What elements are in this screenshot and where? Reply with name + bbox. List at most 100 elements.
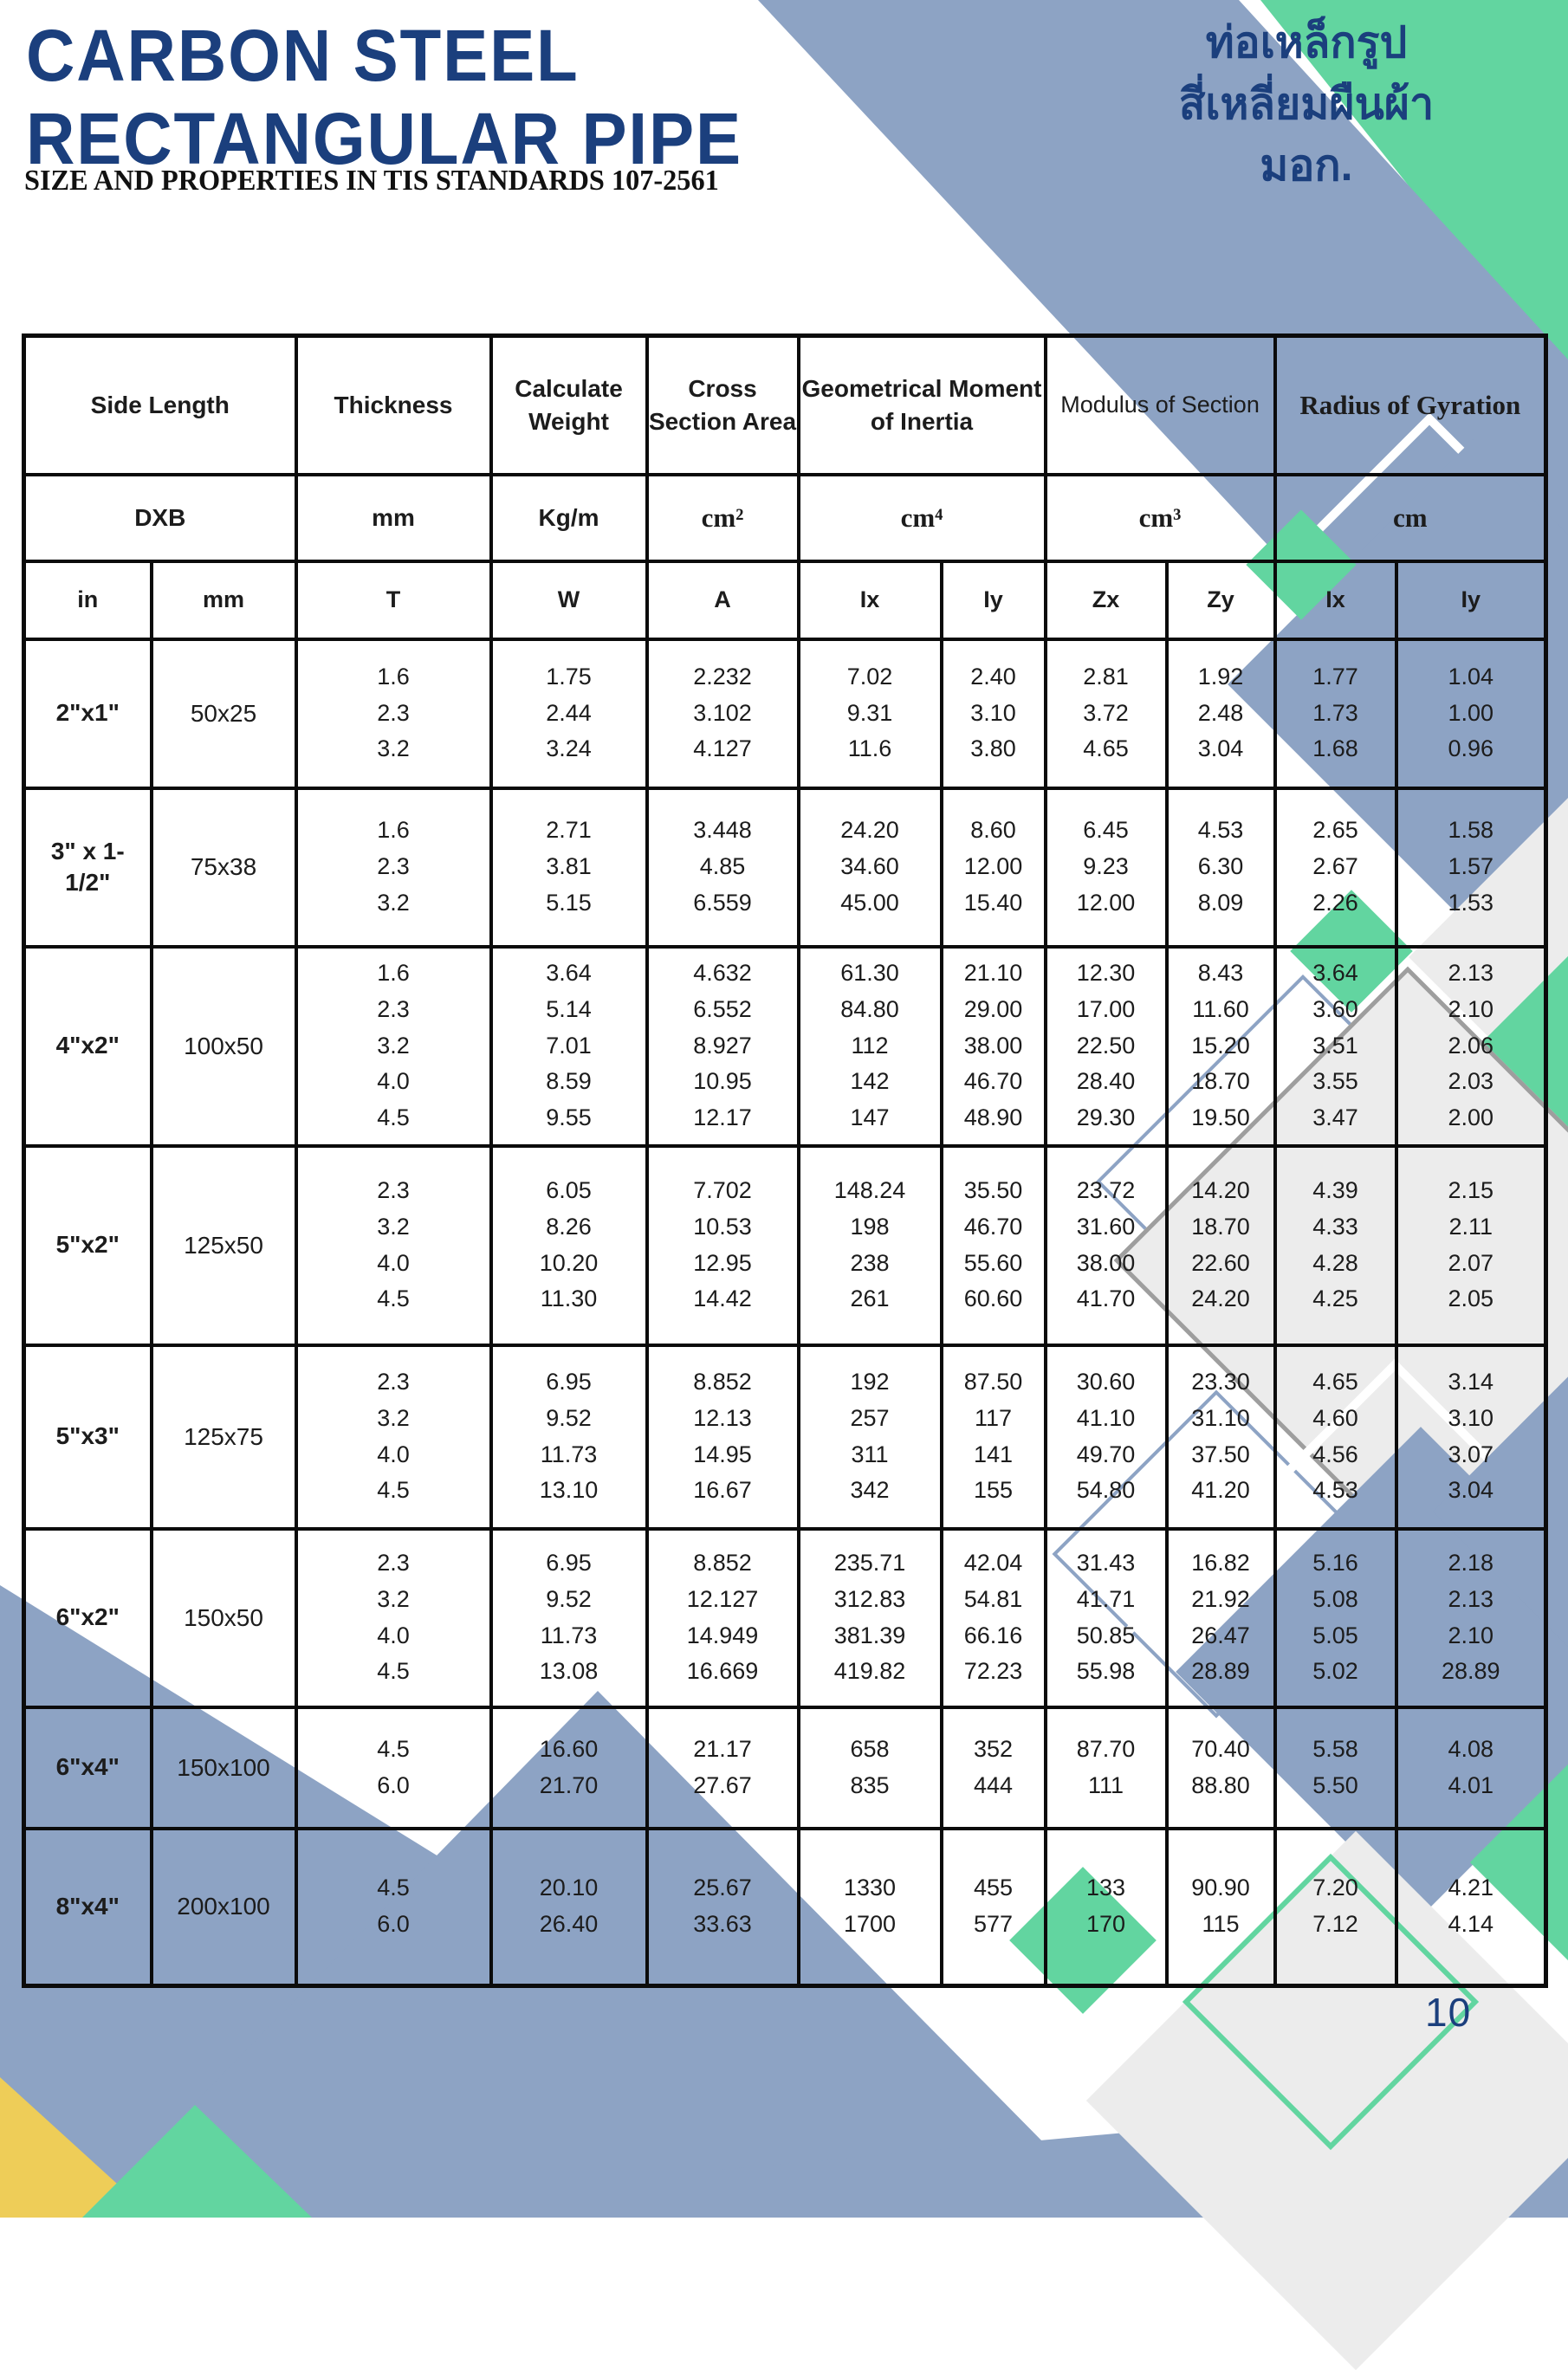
cell-zy: 1.92 2.48 3.04 <box>1164 637 1277 790</box>
cell-size-in: 2"x1" <box>22 637 153 790</box>
cell-size-in: 6"x2" <box>22 1526 153 1709</box>
table-row: 4"x2" 100x50 1.6 2.3 3.2 4.0 4.5 3.64 5.… <box>22 944 1548 1148</box>
unit-cm3: cm³ <box>1043 472 1277 563</box>
col-group-calculate-weight: Calculate Weight <box>489 333 649 476</box>
cell-area: 4.632 6.552 8.927 10.95 12.17 <box>645 944 800 1148</box>
cell-rix: 5.16 5.08 5.05 5.02 <box>1273 1526 1398 1709</box>
cell-weight: 1.75 2.44 3.24 <box>489 637 649 790</box>
cell-size-mm: 150x50 <box>149 1526 298 1709</box>
cell-ix: 148.24 198 238 261 <box>796 1143 943 1347</box>
cell-zy: 8.43 11.60 15.20 18.70 19.50 <box>1164 944 1277 1148</box>
pipe-properties-table: Side Length Thickness Calculate Weight C… <box>22 333 1549 1988</box>
cell-thickness: 2.3 3.2 4.0 4.5 <box>294 1143 493 1347</box>
thai-label-line3: มอก. <box>1260 141 1353 190</box>
cell-weight: 6.95 9.52 11.73 13.10 <box>489 1343 649 1531</box>
cell-thickness: 4.5 6.0 <box>294 1705 493 1830</box>
col-symbol-zy: Zy <box>1164 559 1277 641</box>
cell-size-mm: 125x75 <box>149 1343 298 1531</box>
cell-riy: 1.04 1.00 0.96 <box>1394 637 1548 790</box>
col-symbol-riy: Iy <box>1394 559 1548 641</box>
thai-label: ท่อเหล็กรูป สี่เหลี่ยมผืนผ้า มอก. <box>1064 12 1549 197</box>
col-symbol-in: in <box>22 559 153 641</box>
table-row: 6"x2" 150x50 2.3 3.2 4.0 4.5 6.95 9.52 1… <box>22 1526 1548 1709</box>
cell-zy: 16.82 21.92 26.47 28.89 <box>1164 1526 1277 1709</box>
cell-weight: 2.71 3.81 5.15 <box>489 786 649 949</box>
table-row: 2"x1" 50x25 1.6 2.3 3.2 1.75 2.44 3.24 2… <box>22 637 1548 790</box>
cell-iy: 35.50 46.70 55.60 60.60 <box>939 1143 1047 1347</box>
cell-riy: 2.15 2.11 2.07 2.05 <box>1394 1143 1548 1347</box>
cell-area: 2.232 3.102 4.127 <box>645 637 800 790</box>
cell-size-mm: 200x100 <box>149 1826 298 1988</box>
cell-rix: 4.39 4.33 4.28 4.25 <box>1273 1143 1398 1347</box>
cell-ix: 7.02 9.31 11.6 <box>796 637 943 790</box>
cell-riy: 2.13 2.10 2.06 2.03 2.00 <box>1394 944 1548 1148</box>
header-row-units: DXB mm Kg/m cm² cm⁴ cm³ cm <box>22 472 1548 563</box>
cell-thickness: 2.3 3.2 4.0 4.5 <box>294 1343 493 1531</box>
unit-dxb: DXB <box>22 472 298 563</box>
unit-cm4: cm⁴ <box>796 472 1047 563</box>
cell-size-mm: 125x50 <box>149 1143 298 1347</box>
page-number: 10 <box>1425 1990 1472 2035</box>
table-row: 6"x4" 150x100 4.5 6.0 16.60 21.70 21.17 … <box>22 1705 1548 1830</box>
page-title-line1: CARBON STEEL <box>26 15 580 96</box>
cell-ix: 1330 1700 <box>796 1826 943 1988</box>
cell-iy: 352 444 <box>939 1705 1047 1830</box>
cell-zx: 133 170 <box>1043 1826 1169 1988</box>
cell-iy: 8.60 12.00 15.40 <box>939 786 1047 949</box>
cell-iy: 455 577 <box>939 1826 1047 1988</box>
cell-thickness: 2.3 3.2 4.0 4.5 <box>294 1526 493 1709</box>
table-row: 5"x2" 125x50 2.3 3.2 4.0 4.5 6.05 8.26 1… <box>22 1143 1548 1347</box>
cell-size-in: 4"x2" <box>22 944 153 1148</box>
table-row: 8"x4" 200x100 4.5 6.0 20.10 26.40 25.67 … <box>22 1826 1548 1988</box>
col-symbol-w: W <box>489 559 649 641</box>
cell-area: 21.17 27.67 <box>645 1705 800 1830</box>
col-symbol-rix: Ix <box>1273 559 1398 641</box>
cell-weight: 6.05 8.26 10.20 11.30 <box>489 1143 649 1347</box>
cell-iy: 2.40 3.10 3.80 <box>939 637 1047 790</box>
col-group-side-length: Side Length <box>22 333 298 476</box>
page-subtitle: SIZE AND PROPERTIES IN TIS STANDARDS 107… <box>24 165 719 197</box>
cell-iy: 21.10 29.00 38.00 46.70 48.90 <box>939 944 1047 1148</box>
unit-kg-m: Kg/m <box>489 472 649 563</box>
unit-cm2: cm² <box>645 472 800 563</box>
cell-ix: 61.30 84.80 112 142 147 <box>796 944 943 1148</box>
cell-zx: 6.45 9.23 12.00 <box>1043 786 1169 949</box>
cell-zx: 31.43 41.71 50.85 55.98 <box>1043 1526 1169 1709</box>
cell-ix: 24.20 34.60 45.00 <box>796 786 943 949</box>
cell-riy: 3.14 3.10 3.07 3.04 <box>1394 1343 1548 1531</box>
cell-area: 8.852 12.13 14.95 16.67 <box>645 1343 800 1531</box>
col-symbol-t: T <box>294 559 493 641</box>
cell-rix: 5.58 5.50 <box>1273 1705 1398 1830</box>
unit-cm: cm <box>1273 472 1548 563</box>
cell-thickness: 1.6 2.3 3.2 4.0 4.5 <box>294 944 493 1148</box>
cell-size-in: 5"x3" <box>22 1343 153 1531</box>
cell-zy: 90.90 115 <box>1164 1826 1277 1988</box>
cell-iy: 42.04 54.81 66.16 72.23 <box>939 1526 1047 1709</box>
unit-mm: mm <box>294 472 493 563</box>
cell-size-mm: 75x38 <box>149 786 298 949</box>
cell-riy: 2.18 2.13 2.10 28.89 <box>1394 1526 1548 1709</box>
cell-zx: 2.81 3.72 4.65 <box>1043 637 1169 790</box>
cell-ix: 658 835 <box>796 1705 943 1830</box>
cell-zx: 87.70 111 <box>1043 1705 1169 1830</box>
cell-thickness: 1.6 2.3 3.2 <box>294 637 493 790</box>
cell-area: 25.67 33.63 <box>645 1826 800 1988</box>
col-symbol-iy: Iy <box>939 559 1047 641</box>
col-group-modulus-of-section: Modulus of Section <box>1043 333 1277 476</box>
col-symbol-zx: Zx <box>1043 559 1169 641</box>
col-symbol-ix: Ix <box>796 559 943 641</box>
cell-rix: 2.65 2.67 2.26 <box>1273 786 1398 949</box>
col-group-thickness: Thickness <box>294 333 493 476</box>
col-symbol-mm: mm <box>149 559 298 641</box>
cell-zx: 23.72 31.60 38.00 41.70 <box>1043 1143 1169 1347</box>
cell-area: 3.448 4.85 6.559 <box>645 786 800 949</box>
cell-weight: 3.64 5.14 7.01 8.59 9.55 <box>489 944 649 1148</box>
header-row-groups: Side Length Thickness Calculate Weight C… <box>22 333 1548 476</box>
cell-size-mm: 100x50 <box>149 944 298 1148</box>
cell-size-mm: 150x100 <box>149 1705 298 1830</box>
cell-rix: 3.64 3.60 3.51 3.55 3.47 <box>1273 944 1398 1148</box>
cell-weight: 6.95 9.52 11.73 13.08 <box>489 1526 649 1709</box>
cell-size-in: 6"x4" <box>22 1705 153 1830</box>
cell-size-in: 3" x 1- 1/2" <box>22 786 153 949</box>
